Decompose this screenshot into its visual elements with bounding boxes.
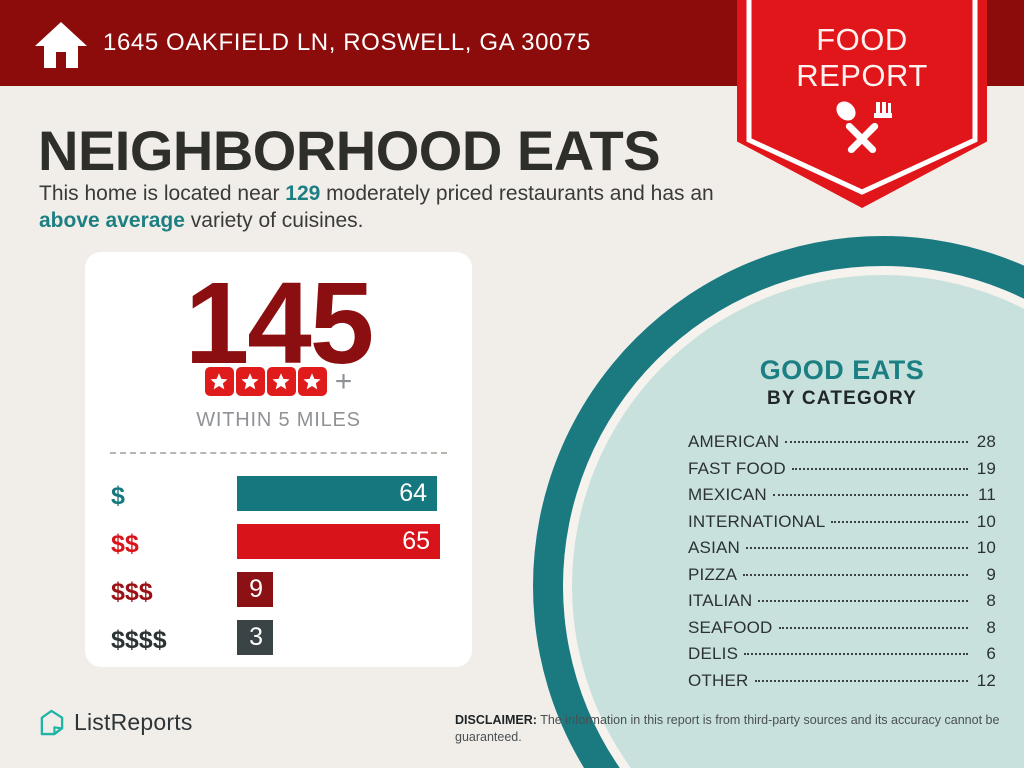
category-name: SEAFOOD: [688, 617, 773, 637]
category-row: INTERNATIONAL 10: [688, 512, 996, 539]
category-count: 12: [976, 670, 996, 690]
category-row: SEAFOOD 8: [688, 618, 996, 645]
price-level-value: 3: [249, 623, 263, 651]
subtitle-restaurant-count: 129: [285, 182, 321, 205]
food-report-banner: FOOD REPORT: [737, 0, 987, 208]
price-level-row: $$$ 9: [85, 572, 472, 615]
price-level-value: 9: [249, 575, 263, 603]
category-dot-leader: [743, 573, 968, 576]
category-count: 8: [986, 617, 996, 637]
category-count: 19: [976, 458, 996, 478]
spoon-fork-icon: [836, 101, 892, 154]
star-icon: [204, 367, 234, 396]
category-row: MEXICAN 11: [688, 485, 996, 512]
category-dot-leader: [746, 547, 968, 549]
category-dot-leader: [772, 494, 968, 496]
category-row: DELIS 6: [688, 644, 996, 671]
category-count: 28: [976, 432, 996, 451]
price-level-label: $$$: [111, 578, 153, 606]
price-level-row: $$$$ 3: [85, 620, 472, 663]
category-name: FAST FOOD: [688, 458, 786, 478]
star-rating: +: [85, 364, 472, 398]
category-dot-leader: [831, 520, 968, 523]
card-divider: [110, 452, 447, 454]
good-eats-heading: GOOD EATS: [759, 355, 925, 385]
price-level-bar: 65: [237, 524, 440, 559]
price-level-bar: 3: [237, 620, 273, 655]
rating-stat-card: 145 + WITHIN 5 MILES $64 $$ 65 $$$ 9 $$$$ 3: [85, 252, 472, 667]
category-count: 11: [977, 485, 996, 504]
category-count: 8: [986, 591, 996, 610]
listreports-pentagon-icon: [40, 709, 64, 736]
category-row: ASIAN 10: [688, 538, 996, 565]
listreports-logo-text: ListReports: [74, 709, 193, 735]
price-level-row: $$ 65: [85, 524, 472, 567]
banner-line-1: FOOD: [816, 22, 908, 57]
home-icon: [35, 22, 87, 68]
category-dot-leader: [754, 679, 968, 682]
disclaimer: DISCLAIMER: The information in this repo…: [455, 712, 1015, 746]
subtitle-quality: above average: [39, 209, 185, 232]
category-dot-leader: [744, 653, 968, 655]
price-level-bar: 9: [237, 572, 273, 607]
subtitle-part-2: moderately priced restaurants and has an: [320, 182, 714, 205]
page-title: NEIGHBORHOOD EATS: [38, 119, 661, 182]
star-icon: [235, 367, 265, 396]
category-count: 9: [986, 564, 996, 584]
page-subtitle: This home is located near 129 moderately…: [39, 180, 729, 234]
disclaimer-text: The information in this report is from t…: [455, 713, 1000, 744]
listreports-logo[interactable]: ListReports: [38, 709, 193, 736]
subtitle-part-1: This home is located near: [39, 182, 286, 205]
total-restaurants-value: 145: [184, 258, 375, 388]
good-eats-panel: GOOD EATS BY CATEGORY AMERICAN 28 FAST FOO…: [660, 355, 1024, 697]
category-name: INTERNATIONAL: [688, 511, 826, 531]
price-level-label: $$$$: [111, 626, 167, 654]
category-dot-leader: [778, 626, 968, 629]
radius-label: WITHIN 5 MILES: [196, 409, 361, 431]
category-name: ITALIAN: [688, 591, 753, 610]
category-name: OTHER: [688, 670, 749, 690]
category-list: AMERICAN 28 FAST FOOD 19 MEXICAN 11 INTERNATIO…: [660, 432, 1024, 697]
category-row: OTHER 12: [688, 671, 996, 698]
price-level-value: 64: [399, 479, 427, 507]
category-row: FAST FOOD 19: [688, 459, 996, 486]
price-level-bar: 64: [237, 476, 437, 511]
category-name: AMERICAN: [688, 432, 780, 451]
category-count: 10: [976, 538, 996, 557]
star-icon: [297, 367, 327, 396]
star-icon: [266, 367, 296, 396]
price-level-bar-chart: $64 $$ 65 $$$ 9 $$$$ 3: [85, 476, 472, 668]
category-name: ASIAN: [688, 538, 741, 557]
category-row: AMERICAN 28: [688, 432, 996, 459]
banner-line-2: REPORT: [796, 58, 928, 93]
category-dot-leader: [791, 467, 968, 470]
category-name: MEXICAN: [688, 485, 767, 504]
category-dot-leader: [785, 441, 968, 443]
category-name: PIZZA: [688, 564, 738, 584]
price-level-label: $$: [111, 530, 139, 558]
good-eats-subheading: BY CATEGORY: [766, 388, 918, 409]
category-count: 10: [976, 511, 996, 531]
category-dot-leader: [758, 600, 968, 602]
category-count: 6: [986, 644, 996, 663]
category-row: ITALIAN 8: [688, 591, 996, 618]
subtitle-part-3: variety of cuisines.: [184, 209, 364, 232]
price-level-label: $: [111, 482, 125, 510]
star-plus-label: +: [334, 364, 353, 398]
category-name: DELIS: [688, 644, 739, 663]
banner-text: FOOD REPORT: [737, 22, 987, 94]
disclaimer-label: DISCLAIMER:: [455, 713, 537, 727]
property-address: 1645 OAKFIELD LN, ROSWELL, GA 30075: [103, 29, 591, 56]
price-level-row: $64: [85, 476, 472, 519]
banner-outline: [746, 0, 978, 195]
price-level-value: 65: [402, 527, 430, 555]
category-row: PIZZA 9: [688, 565, 996, 592]
